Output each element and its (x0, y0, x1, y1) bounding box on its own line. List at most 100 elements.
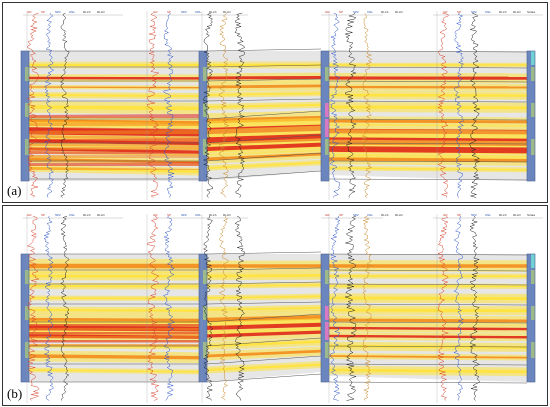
strata-outline (198, 50, 208, 182)
strata-unit (531, 139, 535, 155)
layer-band (29, 105, 199, 111)
log-header-label: GR (325, 213, 330, 217)
layer-band (29, 308, 199, 312)
log-header-label: RLLD (97, 213, 105, 217)
log-curve (44, 12, 55, 198)
strata-unit (203, 119, 207, 137)
log-header-label: GR (443, 213, 448, 217)
layer-band (207, 161, 321, 169)
layer-band (207, 363, 321, 372)
layer-band (207, 152, 321, 161)
correlation-line (328, 142, 528, 145)
layer-band (29, 143, 199, 146)
layer-band (29, 332, 199, 335)
correlation-line (328, 100, 528, 103)
strata-unit (325, 83, 329, 101)
layer-band (207, 264, 321, 268)
log-header-label: RLLS (499, 213, 507, 217)
layer-band (29, 127, 199, 130)
correlation-line (328, 80, 528, 83)
log-header-label: RLLD (223, 213, 231, 217)
layer-band (29, 324, 199, 327)
layer-band (329, 85, 527, 89)
layer-band (207, 306, 321, 311)
log-header-label: SP (167, 10, 172, 14)
correlation-line (206, 301, 322, 305)
strata-unit (531, 254, 535, 268)
log-curve (60, 12, 70, 198)
strata-unit (531, 83, 535, 101)
layer-band (329, 64, 527, 66)
layer-band (329, 76, 527, 80)
strata-unit (325, 67, 329, 81)
log-curve (146, 12, 160, 198)
log-curve (330, 215, 341, 401)
log-header-label: RLLD (513, 10, 521, 14)
strata-outline (20, 50, 30, 182)
correlation-line (328, 160, 528, 163)
layer-band (329, 275, 527, 278)
log-curve (163, 12, 175, 198)
correlation-line (206, 355, 322, 365)
correlation-line (206, 110, 322, 120)
log-header-label: CNL (69, 10, 76, 14)
strata-unit (325, 322, 329, 340)
correlation-line (206, 78, 322, 82)
log-header-label: RLLD (97, 10, 105, 14)
strata-unit (203, 270, 207, 284)
strata-outline (20, 253, 30, 383)
layer-band (329, 296, 527, 301)
strata-unit (325, 139, 329, 155)
correlation-line (328, 253, 528, 256)
strata-unit (325, 51, 329, 65)
log-curve (344, 12, 357, 198)
strata-unit (325, 342, 329, 358)
layer-band (207, 315, 321, 323)
strata-unit (325, 254, 329, 268)
correlation-line (328, 363, 528, 366)
layer-band (29, 154, 199, 158)
log-header-label: SP (339, 213, 344, 217)
log-curve (453, 12, 465, 198)
correlation-line (206, 48, 322, 52)
layer-band (29, 119, 199, 122)
correlation-line (328, 118, 528, 121)
panel-b: (b) GR SP SP2 CNL RLLS RLLD GR SP SP2 CNL RLLS RLLD… (2, 205, 548, 406)
log-curve (146, 215, 160, 401)
log-header-label: SP (41, 10, 46, 14)
layer-band (329, 119, 527, 124)
correlation-line (328, 381, 528, 384)
log-header-label: SP2 (181, 10, 187, 14)
panel-label-b: (b) (7, 386, 23, 401)
correlation-line (206, 152, 322, 162)
strata-unit (531, 306, 535, 320)
layer-band (29, 354, 199, 360)
strata-unit (325, 103, 329, 117)
log-curve (469, 12, 481, 198)
log-curve (437, 215, 449, 401)
strata-unit (531, 103, 535, 117)
correlation-line (206, 281, 322, 285)
log-header-label: Strata (527, 10, 536, 14)
layer-band (207, 349, 321, 358)
layer-band (329, 264, 527, 268)
log-header-label: RLLS (381, 213, 389, 217)
log-curve (234, 215, 246, 401)
strata-unit (203, 254, 207, 268)
strata-unit (531, 360, 535, 374)
log-header-label: SP2 (353, 213, 359, 217)
layer-band (207, 92, 321, 96)
layer-band (207, 103, 321, 109)
log-header-label: SP2 (181, 213, 187, 217)
strata-unit (325, 306, 329, 320)
correlation-line (328, 321, 528, 324)
layer-band (29, 297, 199, 300)
log-curve (330, 12, 341, 198)
strata-unit (203, 51, 207, 65)
log-header-label: RLLD (223, 10, 231, 14)
strata-outline (526, 253, 536, 383)
correlation-line (206, 170, 322, 180)
layer-band (207, 295, 321, 299)
log-header-label: SP (457, 213, 462, 217)
log-header-label: Strata (527, 213, 536, 217)
